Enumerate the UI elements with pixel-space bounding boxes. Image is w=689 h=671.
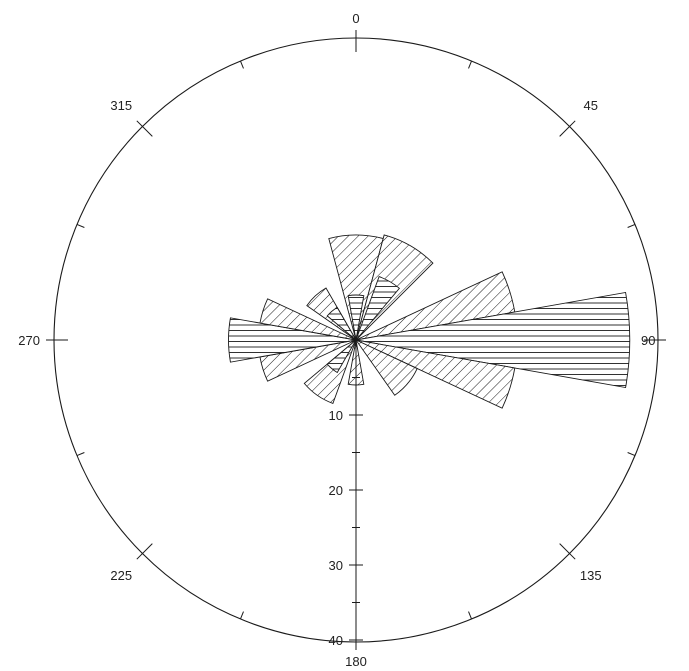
angular-tick-10 [136, 543, 153, 560]
angular-ticks [46, 30, 666, 650]
petal-7 [354, 338, 418, 396]
angular-tick-3 [627, 223, 636, 228]
angular-tick-6 [559, 543, 576, 560]
petal-13 [259, 298, 357, 341]
petal-5 [355, 291, 631, 389]
radial-tick-label-10: 10 [329, 408, 343, 423]
direction-label-270: 270 [18, 333, 40, 348]
direction-label-135: 135 [580, 568, 602, 583]
angular-tick-5 [627, 452, 636, 457]
angular-tick-1 [468, 60, 473, 69]
angular-tick-2 [559, 120, 576, 137]
petal-10 [326, 339, 357, 374]
petal-3 [355, 275, 401, 341]
direction-label-0: 0 [352, 11, 359, 26]
direction-label-90: 90 [641, 333, 655, 348]
angular-tick-13 [76, 223, 85, 228]
petal-12 [228, 317, 357, 363]
angular-tick-14 [136, 120, 153, 137]
direction-label-225: 225 [110, 568, 132, 583]
angular-tick-11 [76, 452, 85, 457]
direction-labels: 0 45 90 135 180 225 270 315 [18, 11, 655, 669]
radial-tick-label-40: 40 [329, 633, 343, 648]
direction-label-180: 180 [345, 654, 367, 669]
direction-label-315: 315 [110, 98, 132, 113]
radial-tick-label-20: 20 [329, 483, 343, 498]
radial-tick-label-30: 30 [329, 558, 343, 573]
radial-axis: 10 20 30 40 [329, 340, 363, 648]
angular-tick-15 [239, 60, 244, 69]
direction-label-45: 45 [584, 98, 598, 113]
petal-1 [347, 294, 365, 341]
rose-petals [228, 234, 631, 409]
angular-tick-9 [239, 611, 244, 620]
petal-15 [326, 306, 357, 341]
angular-tick-7 [468, 611, 473, 620]
petal-6 [355, 339, 516, 409]
